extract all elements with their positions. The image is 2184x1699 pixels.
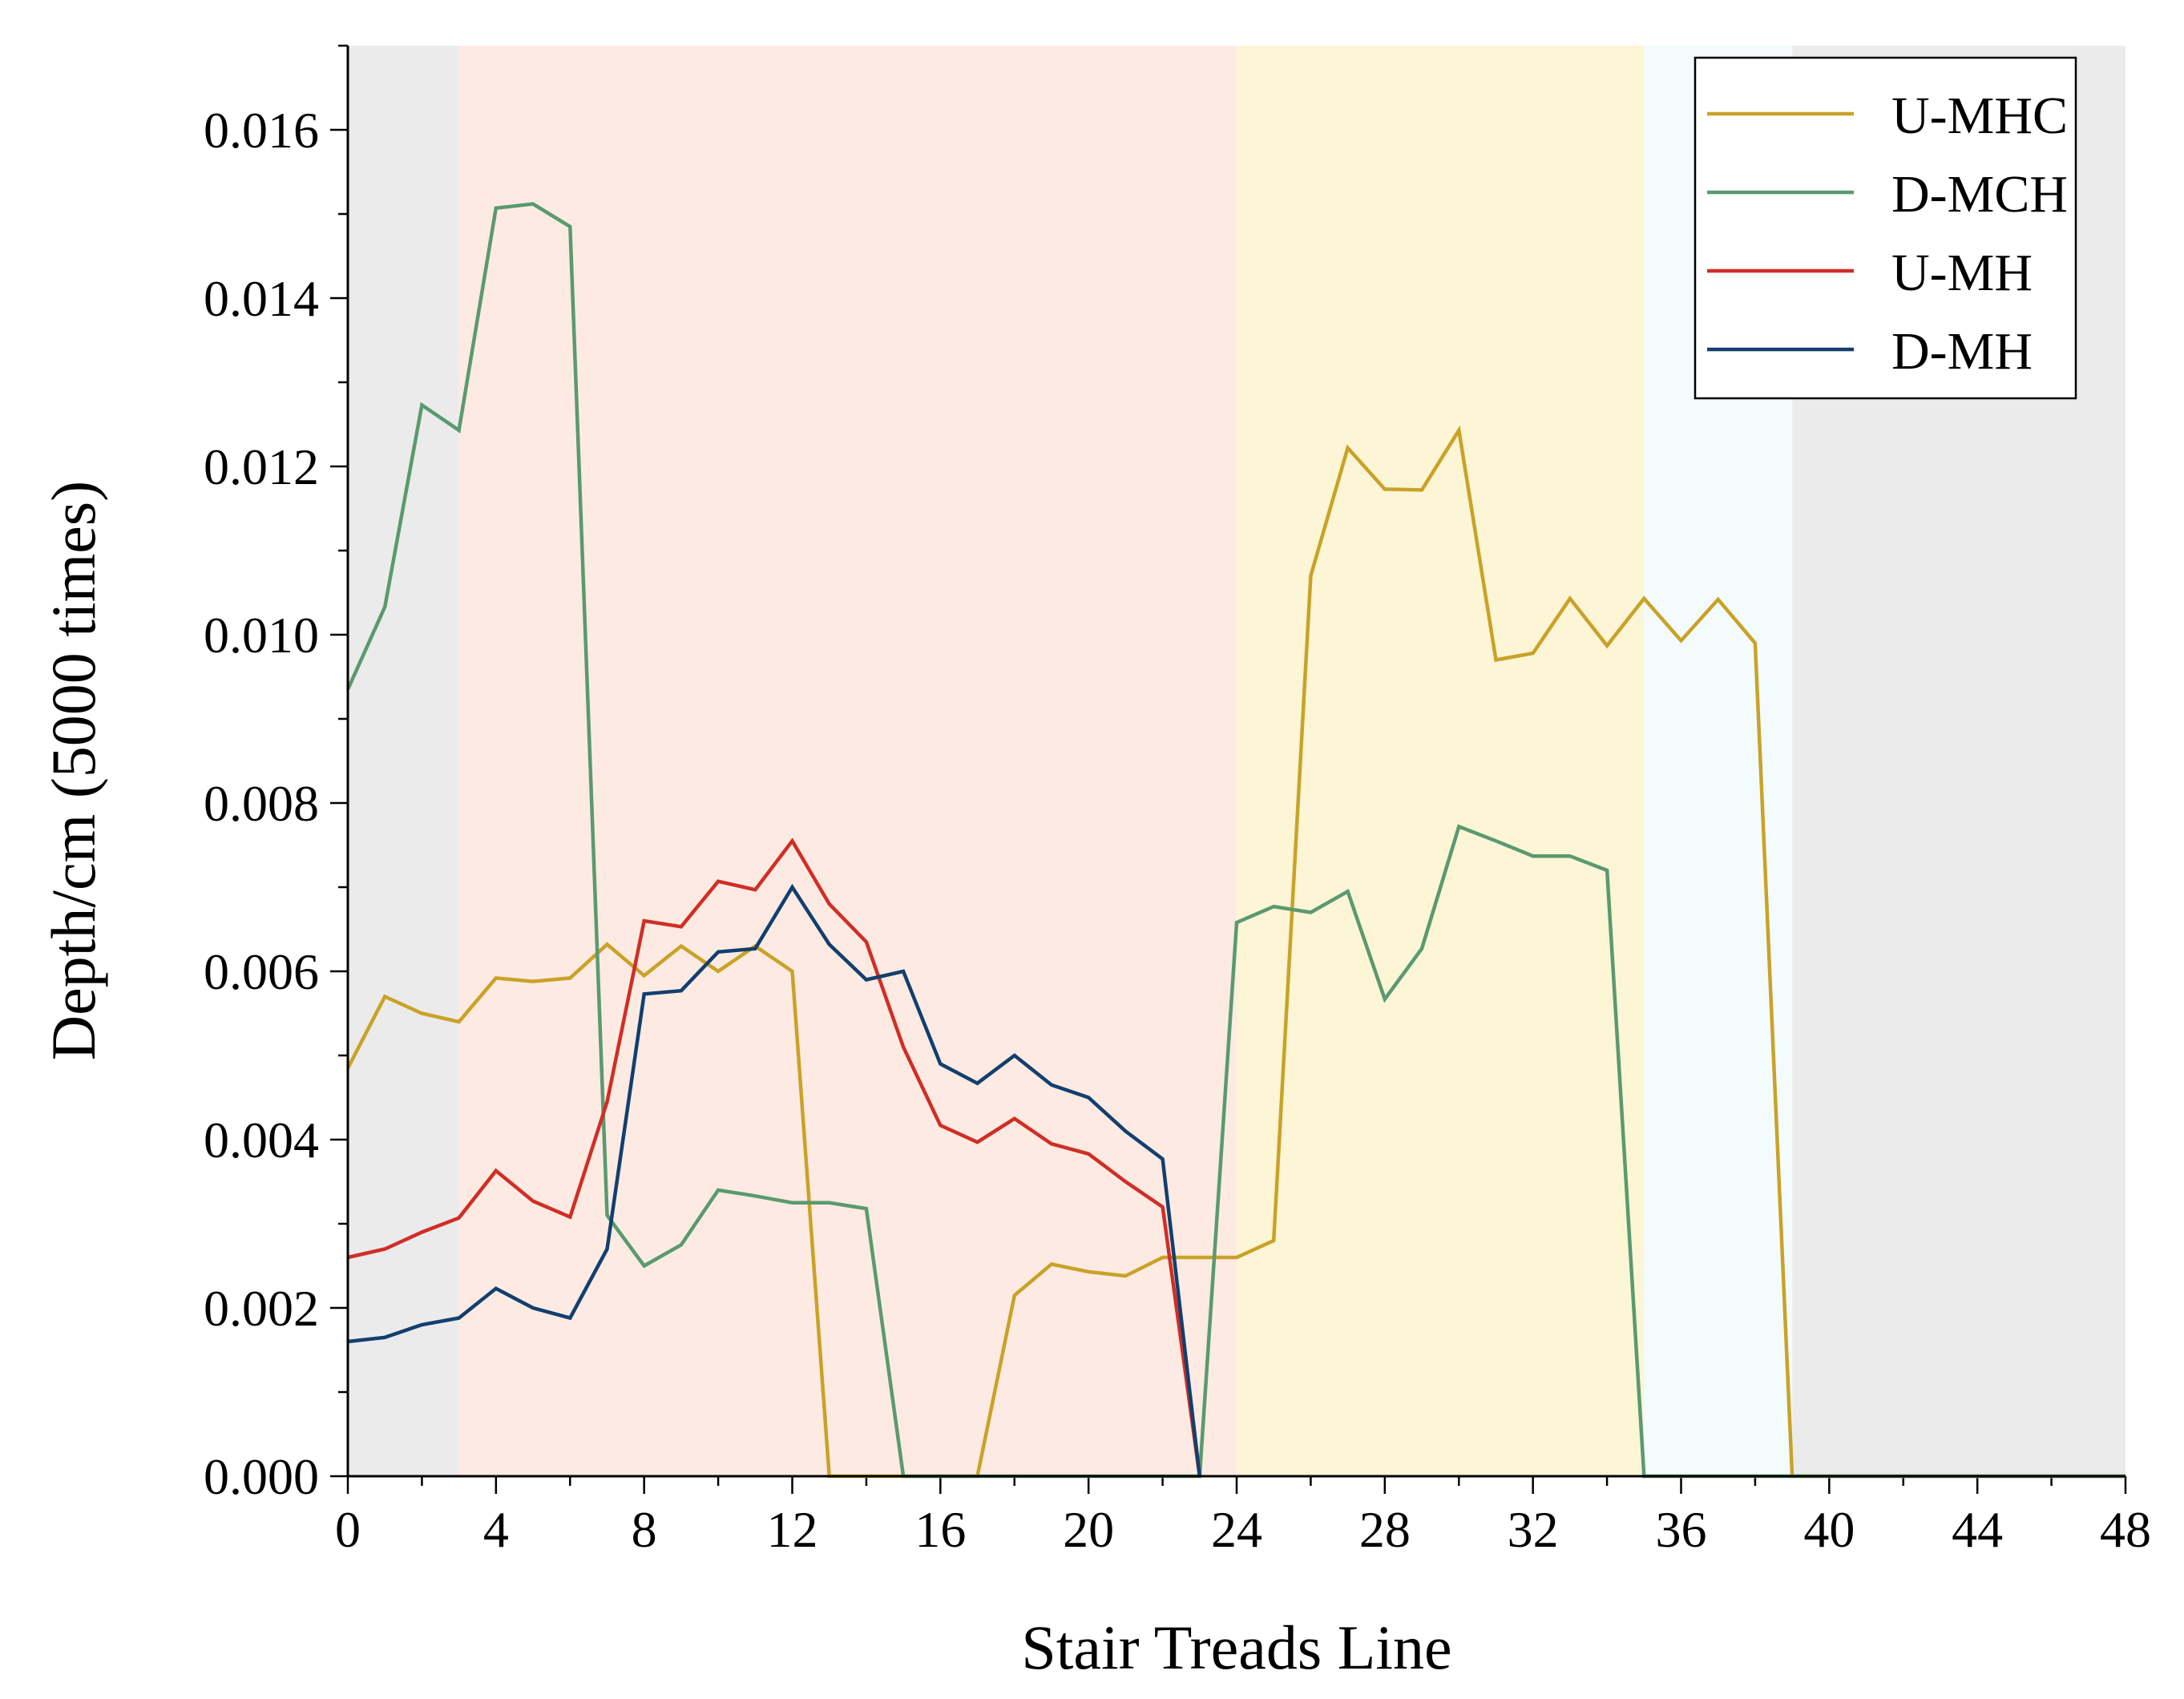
background-band-1 — [458, 46, 1237, 1476]
x-tick-label: 0 — [335, 1501, 361, 1558]
y-tick-label: 0.012 — [204, 438, 319, 495]
x-tick-label: 20 — [1063, 1501, 1114, 1558]
x-tick-label: 24 — [1211, 1501, 1262, 1558]
y-tick-label: 0.000 — [204, 1448, 319, 1505]
series-line-d-mh — [347, 883, 1202, 1477]
x-tick-label: 48 — [2100, 1501, 2151, 1558]
x-tick-label: 32 — [1508, 1501, 1559, 1558]
x-tick-label: 16 — [914, 1501, 966, 1558]
legend-label-d-mh: D-MH — [1891, 322, 2033, 381]
legend: U-MHC D-MCH U-MH D-MH — [1694, 56, 2077, 400]
series-line-u-mh — [347, 837, 1202, 1477]
y-tick-label: 0.002 — [204, 1280, 319, 1337]
y-tick-label: 0.006 — [204, 943, 319, 1000]
background-band-2 — [1237, 46, 1645, 1476]
x-axis-title: Stair Treads Line — [1021, 1612, 1451, 1682]
x-tick-label: 36 — [1656, 1501, 1707, 1558]
y-axis-title: Depth/cm (5000 times) — [38, 481, 108, 1061]
background-band-0 — [348, 46, 459, 1476]
x-tick-label: 12 — [767, 1501, 818, 1558]
x-tick-label: 28 — [1359, 1501, 1411, 1558]
axes — [346, 46, 2125, 1478]
y-tick-label: 0.016 — [204, 102, 319, 159]
axis-ticks — [330, 44, 2127, 1494]
y-tick-label: 0.008 — [204, 775, 319, 832]
x-tick-label: 40 — [1803, 1501, 1855, 1558]
y-tick-label: 0.004 — [204, 1112, 319, 1168]
y-tick-label: 0.010 — [204, 607, 319, 664]
tick-labels: 0 4 8 12 16 20 24 28 32 36 40 44 480.0000.0020.0040.… — [204, 102, 2151, 1558]
x-tick-label: 8 — [632, 1501, 657, 1558]
y-tick-label: 0.014 — [204, 270, 319, 327]
x-tick-label: 44 — [1952, 1501, 2003, 1558]
legend-label-u-mh: U-MH — [1891, 244, 2033, 302]
x-tick-label: 4 — [483, 1501, 509, 1558]
legend-label-u-mhc: U-MHC — [1891, 87, 2068, 145]
legend-label-d-mch: D-MCH — [1891, 165, 2068, 224]
